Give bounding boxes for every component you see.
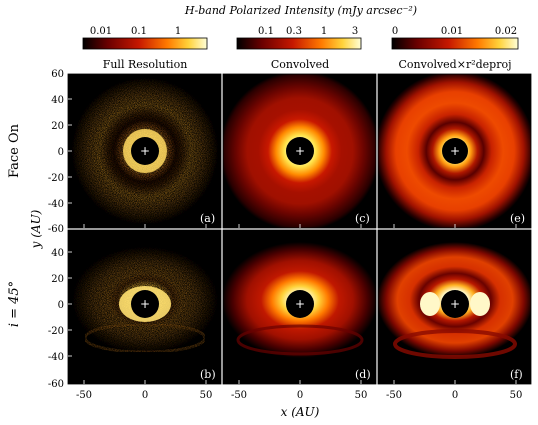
x-tick-label: 0 — [297, 390, 303, 401]
colorbar-2-tick: 1 — [321, 26, 327, 37]
y-tick-label: 20 — [51, 121, 64, 132]
column-title-convolved-r2: Convolved×r²deproj — [398, 58, 511, 71]
row-title-inclined: i = 45° — [7, 281, 22, 327]
colorbar-2-tick: 0.1 — [258, 26, 274, 37]
panel-d-image — [223, 242, 376, 358]
figure-title: H-band Polarized Intensity (mJy arcsec⁻²… — [184, 4, 417, 17]
star-marker: + — [450, 144, 460, 158]
y-tick-label: -20 — [48, 173, 64, 184]
colorbar-3-tick: 0.01 — [441, 26, 463, 37]
star-markers: + + + + + + — [140, 144, 460, 311]
colorbar-3: 0 0.01 0.02 — [391, 26, 519, 50]
x-tick-label: 0 — [452, 390, 458, 401]
panel-label-d: (d) — [355, 368, 371, 381]
y-axis-label: y (AU) — [29, 209, 43, 249]
x-axis-label: x (AU) — [281, 405, 320, 419]
x-tick-label: -50 — [76, 390, 92, 401]
colorbar-3-tick: 0.02 — [495, 26, 517, 37]
colorbar-3-tick: 0 — [392, 26, 398, 37]
y-tick-label: -60 — [48, 224, 64, 235]
star-marker: + — [140, 297, 150, 311]
y-tick-label: -60 — [48, 379, 64, 390]
colorbar-1: 0.01 0.1 1 — [82, 26, 208, 50]
y-tick-label: 20 — [51, 274, 64, 285]
star-marker: + — [295, 144, 305, 158]
x-tick-label: -50 — [231, 390, 247, 401]
colorbar-2-tick: 3 — [352, 26, 358, 37]
star-marker: + — [450, 297, 460, 311]
panel-b-image — [71, 246, 219, 354]
x-tick-label: 50 — [355, 390, 368, 401]
panel-label-a: (a) — [200, 212, 215, 225]
star-marker: + — [295, 297, 305, 311]
x-tick-label: 50 — [200, 390, 213, 401]
row-title-face-on: Face On — [7, 123, 22, 178]
y-tick-label: 0 — [58, 300, 64, 311]
x-tick-label: 50 — [510, 390, 523, 401]
panel-label-e: (e) — [510, 212, 525, 225]
colorbar-1-tick: 0.1 — [131, 26, 147, 37]
star-marker: + — [140, 144, 150, 158]
x-tick-label: -50 — [386, 390, 402, 401]
y-tick-label: 40 — [51, 95, 64, 106]
y-tick-label: 60 — [51, 69, 64, 80]
y-tick-label: 0 — [58, 147, 64, 158]
panel-c-image — [223, 74, 376, 228]
panel-label-c: (c) — [355, 212, 370, 225]
column-title-full-resolution: Full Resolution — [103, 58, 188, 71]
panel-label-f: (f) — [510, 368, 523, 381]
y-tick-label: 40 — [51, 248, 64, 259]
panel-e-image — [378, 74, 531, 228]
panel-f-image — [378, 242, 531, 359]
y-tick-label: -40 — [48, 352, 64, 363]
column-title-convolved: Convolved — [271, 58, 329, 71]
colorbar-2: 0.1 0.3 1 3 — [236, 26, 362, 50]
panel-label-b: (b) — [200, 368, 216, 381]
x-tick-label: 0 — [142, 390, 148, 401]
colorbar-2-tick: 0.3 — [286, 26, 302, 37]
y-tick-label: -20 — [48, 326, 64, 337]
y-tick-label: -40 — [48, 199, 64, 210]
colorbar-1-tick: 0.01 — [90, 26, 112, 37]
panel-a-image — [71, 77, 219, 225]
colorbar-1-tick: 1 — [175, 26, 181, 37]
